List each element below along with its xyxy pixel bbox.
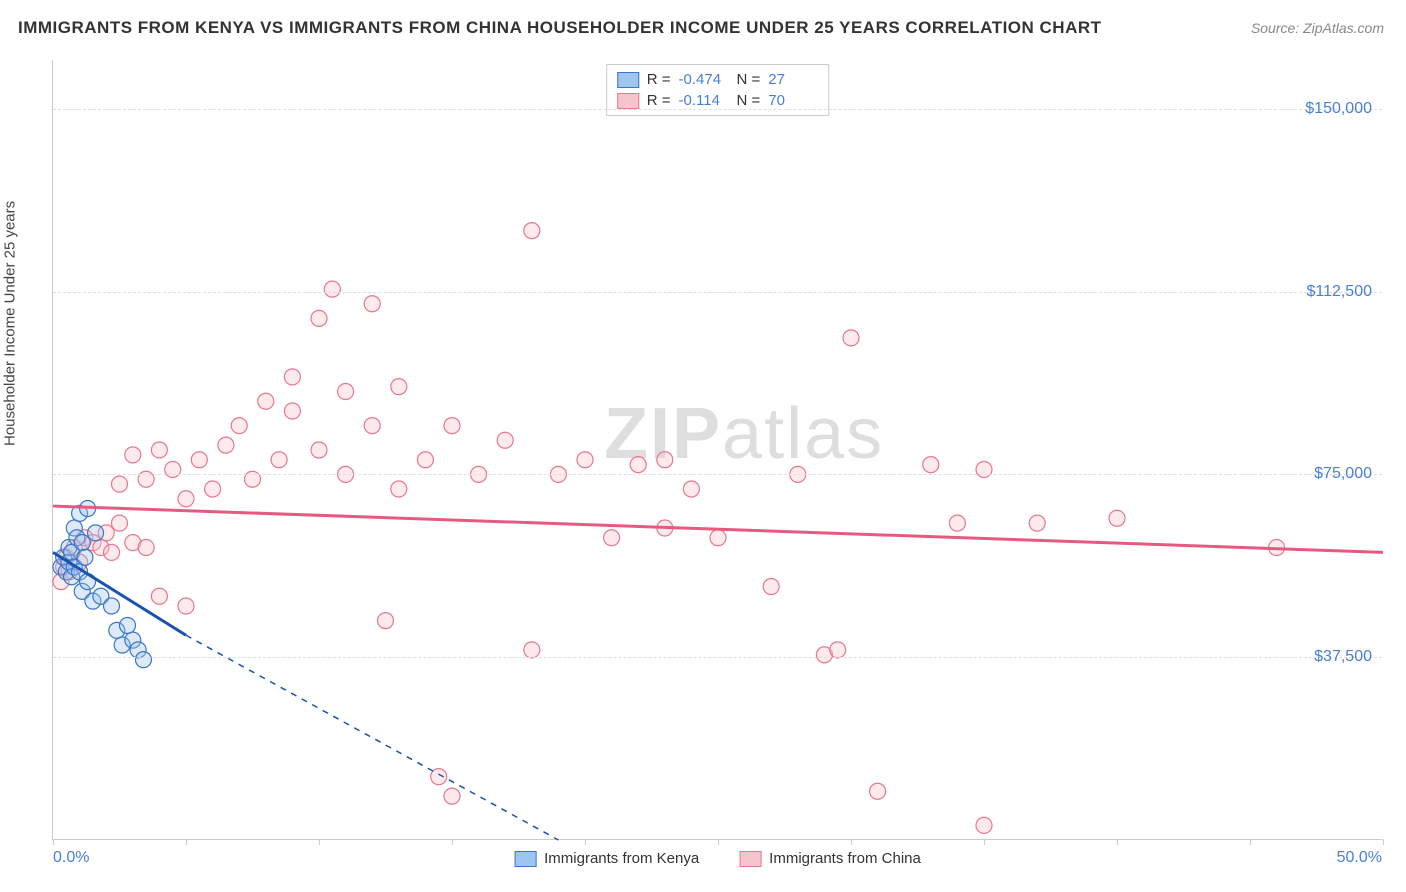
- data-point: [444, 788, 460, 804]
- x-tick: [851, 839, 852, 845]
- data-point: [949, 515, 965, 531]
- data-point: [205, 481, 221, 497]
- x-tick: [53, 839, 54, 845]
- y-tick-label: $150,000: [1305, 100, 1372, 118]
- x-tick: [1383, 839, 1384, 845]
- x-axis-min-label: 0.0%: [53, 849, 89, 867]
- data-point: [258, 393, 274, 409]
- data-point: [138, 540, 154, 556]
- source-attribution: Source: ZipAtlas.com: [1251, 20, 1384, 36]
- gridline: [53, 474, 1382, 475]
- plot-area: ZIPatlas R = -0.474 N = 27 R = -0.114 N …: [52, 60, 1382, 840]
- trend-line-extrapolation: [186, 635, 558, 840]
- data-point: [843, 330, 859, 346]
- gridline: [53, 657, 1382, 658]
- data-point: [74, 535, 90, 551]
- y-axis-title: Householder Income Under 25 years: [2, 201, 19, 446]
- y-tick-label: $112,500: [1306, 283, 1372, 301]
- x-tick: [319, 839, 320, 845]
- data-point: [923, 457, 939, 473]
- data-point: [710, 530, 726, 546]
- data-point: [324, 281, 340, 297]
- data-point: [151, 588, 167, 604]
- data-point: [104, 598, 120, 614]
- data-point: [391, 481, 407, 497]
- data-point: [178, 491, 194, 507]
- data-point: [104, 544, 120, 560]
- data-point: [976, 817, 992, 833]
- chart-title: IMMIGRANTS FROM KENYA VS IMMIGRANTS FROM…: [18, 18, 1102, 38]
- data-point: [151, 442, 167, 458]
- y-tick-label: $37,500: [1314, 648, 1372, 666]
- legend-bottom: Immigrants from Kenya Immigrants from Ch…: [514, 850, 921, 867]
- y-tick-label: $75,000: [1314, 465, 1372, 483]
- data-point: [417, 452, 433, 468]
- data-point: [231, 418, 247, 434]
- data-point: [284, 403, 300, 419]
- x-tick: [1117, 839, 1118, 845]
- data-point: [311, 442, 327, 458]
- data-point: [338, 384, 354, 400]
- data-point: [88, 525, 104, 541]
- x-tick: [1250, 839, 1251, 845]
- data-point: [311, 310, 327, 326]
- data-point: [364, 418, 380, 434]
- data-point: [119, 618, 135, 634]
- data-point: [284, 369, 300, 385]
- gridline: [53, 109, 1382, 110]
- data-point: [271, 452, 287, 468]
- x-tick: [186, 839, 187, 845]
- data-point: [497, 432, 513, 448]
- x-tick: [585, 839, 586, 845]
- x-axis-max-label: 50.0%: [1337, 849, 1382, 867]
- x-tick: [452, 839, 453, 845]
- legend-bottom-china: Immigrants from China: [739, 850, 921, 867]
- data-point: [524, 642, 540, 658]
- x-tick: [718, 839, 719, 845]
- swatch-kenya-bottom: [514, 851, 536, 867]
- data-point: [577, 452, 593, 468]
- data-point: [125, 447, 141, 463]
- data-point: [870, 783, 886, 799]
- data-point: [112, 476, 128, 492]
- data-point: [135, 652, 151, 668]
- swatch-china-bottom: [739, 851, 761, 867]
- chart-svg: [53, 60, 1382, 839]
- data-point: [1029, 515, 1045, 531]
- data-point: [218, 437, 234, 453]
- data-point: [444, 418, 460, 434]
- data-point: [112, 515, 128, 531]
- data-point: [1109, 510, 1125, 526]
- data-point: [191, 452, 207, 468]
- data-point: [364, 296, 380, 312]
- data-point: [178, 598, 194, 614]
- data-point: [830, 642, 846, 658]
- data-point: [524, 223, 540, 239]
- data-point: [630, 457, 646, 473]
- data-point: [604, 530, 620, 546]
- data-point: [77, 549, 93, 565]
- data-point: [683, 481, 699, 497]
- legend-bottom-kenya: Immigrants from Kenya: [514, 850, 699, 867]
- x-tick: [984, 839, 985, 845]
- data-point: [378, 613, 394, 629]
- data-point: [763, 579, 779, 595]
- gridline: [53, 292, 1382, 293]
- data-point: [657, 452, 673, 468]
- data-point: [391, 379, 407, 395]
